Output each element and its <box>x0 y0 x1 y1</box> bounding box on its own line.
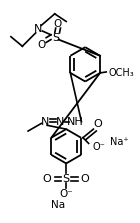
Text: O⁻: O⁻ <box>92 142 105 152</box>
Text: OCH₃: OCH₃ <box>108 68 134 78</box>
Text: O: O <box>81 174 90 184</box>
Text: S: S <box>63 174 70 184</box>
Text: O: O <box>53 19 62 29</box>
Text: O: O <box>43 174 52 184</box>
Text: S: S <box>52 33 59 43</box>
Text: Na: Na <box>52 200 66 210</box>
Text: N: N <box>56 116 65 126</box>
Text: O⁻: O⁻ <box>59 189 73 199</box>
Text: N: N <box>33 24 42 34</box>
Text: O: O <box>94 119 103 129</box>
Text: NH: NH <box>67 116 84 126</box>
Text: N: N <box>41 116 49 126</box>
Text: Na⁺: Na⁺ <box>110 136 128 147</box>
Text: O: O <box>37 40 46 50</box>
